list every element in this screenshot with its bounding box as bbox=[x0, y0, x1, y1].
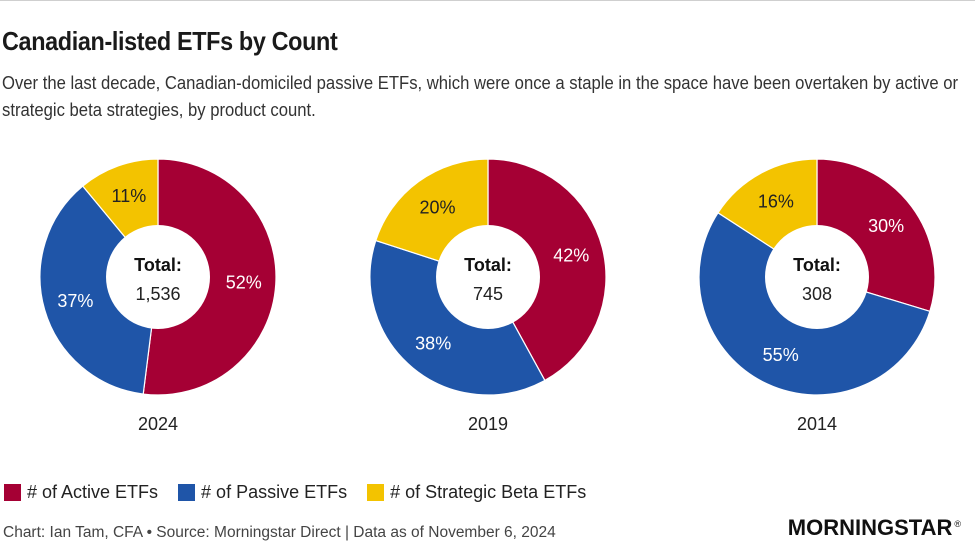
morningstar-logo: MORNINGSTAR ® bbox=[788, 515, 961, 541]
registered-mark: ® bbox=[954, 518, 961, 529]
donut-2019: 42% 38% 20% Total: 745 2019 bbox=[369, 158, 607, 434]
slice-label-strategic-2014: 16% bbox=[758, 191, 794, 211]
legend-item-strategic: # of Strategic Beta ETFs bbox=[367, 482, 586, 503]
year-label-2024: 2024 bbox=[138, 414, 178, 434]
top-rule bbox=[0, 0, 975, 1]
slice-label-strategic-2024: 11% bbox=[112, 186, 147, 206]
donut-hole-2014 bbox=[765, 225, 869, 329]
donut-hole-2024 bbox=[106, 225, 210, 329]
slice-label-passive-2024: 37% bbox=[57, 291, 93, 311]
logo-text: MORNINGSTAR bbox=[787, 515, 953, 540]
donut-2024: 52% 37% 11% Total: 1,536 2024 bbox=[39, 158, 277, 434]
donut-charts: 52% 37% 11% Total: 1,536 2024 42% 38% 20% Total: 7… bbox=[39, 158, 936, 434]
legend-swatch-passive bbox=[178, 483, 196, 501]
year-label-2014: 2014 bbox=[797, 414, 837, 434]
legend-swatch-active bbox=[4, 483, 21, 501]
slice-active-2019 bbox=[487, 158, 607, 382]
slice-label-strategic-2019: 20% bbox=[419, 197, 455, 217]
donut-2014: 30% 55% 16% Total: 308 2014 bbox=[698, 158, 936, 434]
legend-item-active: # of Active ETFs bbox=[4, 482, 158, 503]
chart-subtitle: Over the last decade, Canadian-domiciled… bbox=[2, 72, 959, 120]
legend-swatch-strategic bbox=[367, 483, 385, 501]
donut-hole-2019 bbox=[436, 225, 540, 329]
legend: # of Active ETFs # of Passive ETFs # of … bbox=[4, 480, 606, 504]
slice-label-passive-2019: 38% bbox=[415, 333, 451, 353]
total-label-2024: Total: bbox=[134, 255, 182, 275]
slice-passive-2024 bbox=[39, 185, 159, 395]
year-label-2019: 2019 bbox=[468, 414, 508, 434]
legend-label-active: # of Active ETFs bbox=[27, 481, 159, 502]
slice-label-active-2019: 42% bbox=[553, 246, 589, 266]
total-value-2014: 308 bbox=[802, 284, 832, 304]
total-value-2024: 1,536 bbox=[135, 284, 180, 304]
slice-label-active-2014: 30% bbox=[868, 216, 904, 236]
chart-title: Canadian-listed ETFs by Count bbox=[2, 26, 338, 56]
legend-label-passive: # of Passive ETFs bbox=[201, 481, 348, 502]
source-note: Chart: Ian Tam, CFA • Source: Morningsta… bbox=[3, 524, 556, 541]
total-label-2014: Total: bbox=[793, 255, 841, 275]
slice-label-passive-2014: 55% bbox=[763, 345, 799, 365]
total-label-2019: Total: bbox=[464, 255, 512, 275]
legend-item-passive: # of Passive ETFs bbox=[178, 482, 347, 503]
total-value-2019: 745 bbox=[473, 284, 503, 304]
slice-label-active-2024: 52% bbox=[226, 272, 262, 292]
legend-label-strategic: # of Strategic Beta ETFs bbox=[390, 481, 587, 502]
